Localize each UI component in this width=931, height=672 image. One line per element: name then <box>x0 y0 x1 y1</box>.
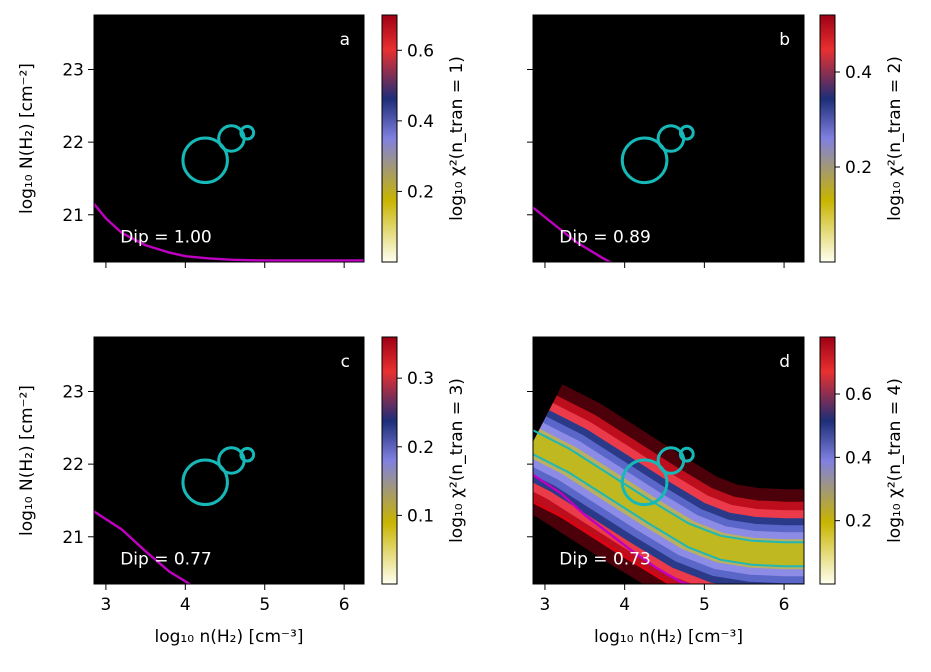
dip-label: Dip = 1.00 <box>120 227 212 247</box>
colorbar <box>381 336 398 585</box>
colorbar-tick-label: 0.2 <box>407 438 434 458</box>
panel-letter: b <box>779 30 790 50</box>
panel-letter: c <box>341 352 350 372</box>
band-yellow <box>533 432 804 566</box>
cyan-circle-3 <box>239 446 256 463</box>
panel-letter: d <box>779 352 790 372</box>
x-tick-label: 3 <box>100 595 111 615</box>
dip-label: Dip = 0.73 <box>559 549 651 569</box>
colorbar-tick-label: 0.2 <box>407 182 434 202</box>
y-tick-label: 23 <box>62 60 84 80</box>
colorbar-tick-label: 0.1 <box>407 506 434 526</box>
x-tick-label: 6 <box>779 595 790 615</box>
colorbar <box>819 336 836 585</box>
x-axis-label: log₁₀ n(H₂) [cm⁻³] <box>594 627 743 647</box>
plot-frame <box>93 14 365 263</box>
contour-line-lower <box>533 453 804 568</box>
y-tick-label: 22 <box>62 455 84 475</box>
magenta-curve <box>533 206 613 262</box>
colorbar-label: log₁₀ χ²(n_tran = 2) <box>885 56 905 221</box>
colorbar-tick-label: 0.6 <box>407 41 434 61</box>
magenta-curve <box>94 203 364 262</box>
panel-letter: a <box>340 30 350 50</box>
y-tick-label: 22 <box>62 133 84 153</box>
y-axis-label: log₁₀ N(H₂) [cm⁻²] <box>17 63 37 214</box>
x-tick-label: 5 <box>259 595 270 615</box>
colorbar-tick-label: 0.4 <box>407 112 434 132</box>
plot-frame <box>532 336 805 585</box>
cyan-circle-1 <box>181 458 229 507</box>
panel-b: Dip = 0.89 b 0.2 0.4 log₁₀ χ²(n_tran = 2) <box>527 14 905 268</box>
magenta-curve <box>533 473 692 584</box>
cyan-circle-1 <box>181 136 229 185</box>
x-tick-label: 6 <box>339 595 350 615</box>
colorbar-tick-label: 0.4 <box>845 63 872 83</box>
colorbar-tick-label: 0.4 <box>845 448 872 468</box>
plot-area <box>94 124 364 262</box>
panel-a: Dip = 1.00 a 21 22 23 log₁₀ N(H₂) [cm⁻²] 0.2 0.… <box>17 14 467 268</box>
magenta-curve <box>94 510 192 584</box>
plot-background <box>94 337 364 584</box>
y-axis-label: log₁₀ N(H₂) [cm⁻²] <box>17 385 37 536</box>
colorbar-tick-label: 0.2 <box>845 158 872 178</box>
cyan-circle-3 <box>678 124 695 141</box>
x-tick-label: 4 <box>180 595 191 615</box>
x-tick-label: 3 <box>540 595 551 615</box>
x-tick-label: 5 <box>699 595 710 615</box>
cyan-circle-1 <box>620 136 669 185</box>
colorbar-tick-label: 0.3 <box>407 369 434 389</box>
contour-line-upper <box>533 429 804 544</box>
colorbar-label: log₁₀ χ²(n_tran = 3) <box>447 378 467 543</box>
dip-label: Dip = 0.89 <box>559 227 651 247</box>
contour-line-red <box>533 501 672 584</box>
panel-c: Dip = 0.77 c 21 22 23 3 4 5 6 log₁₀ N(H₂) [cm⁻²] l… <box>17 336 467 647</box>
cyan-circle-3 <box>239 124 256 141</box>
colorbar-label: log₁₀ χ²(n_tran = 4) <box>885 378 905 543</box>
x-tick-label: 4 <box>619 595 630 615</box>
plot-frame <box>93 336 365 585</box>
plot-frame <box>532 14 805 263</box>
x-axis-label: log₁₀ n(H₂) [cm⁻³] <box>155 627 304 647</box>
cyan-circle-1 <box>620 458 669 507</box>
plot-area <box>94 446 256 584</box>
y-tick-label: 21 <box>62 206 84 226</box>
plot-background <box>94 15 364 262</box>
colorbar <box>819 14 836 263</box>
colorbar-tick-label: 0.6 <box>845 385 872 405</box>
colorbar-tick-label: 0.2 <box>845 512 872 532</box>
dip-label: Dip = 0.77 <box>120 549 212 569</box>
y-tick-label: 21 <box>62 528 84 548</box>
y-tick-label: 23 <box>62 382 84 402</box>
cyan-circle-3 <box>678 446 695 463</box>
plot-background <box>533 15 804 262</box>
plot-area <box>533 384 804 584</box>
plot-area <box>533 124 695 262</box>
colorbar-label: log₁₀ χ²(n_tran = 1) <box>447 56 467 221</box>
panel-d: Dip = 0.73 d 3 4 5 6 log₁₀ n(H₂) [cm⁻³] 0.2 0.4 0… <box>527 336 905 647</box>
colorbar <box>381 14 398 263</box>
